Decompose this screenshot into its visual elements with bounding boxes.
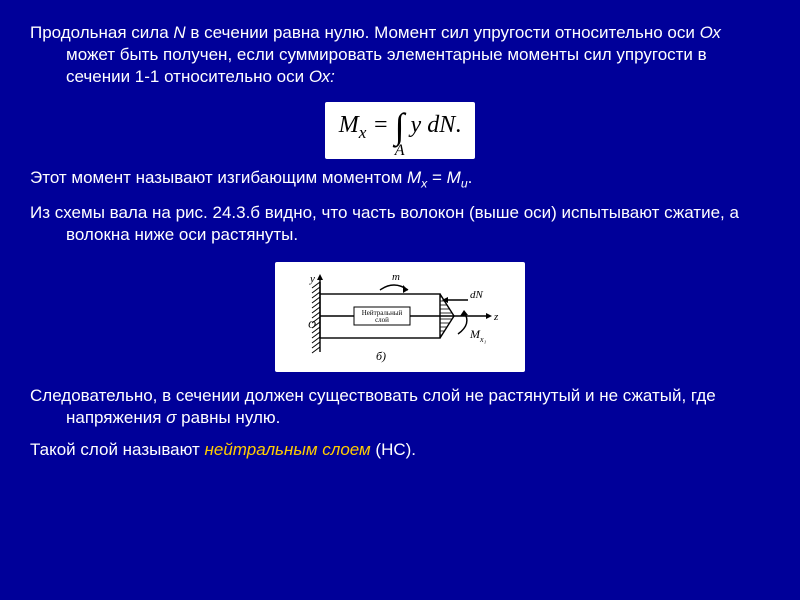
- p1-mid2: может быть получен, если суммировать эле…: [66, 45, 707, 86]
- p5-highlight: нейтральным слоем: [205, 440, 371, 459]
- paragraph-4: Следовательно, в сечении должен существо…: [30, 385, 770, 429]
- svg-text:O: O: [308, 319, 316, 331]
- p4-post: равны нулю.: [176, 408, 280, 427]
- svg-text:б): б): [376, 349, 386, 363]
- formula-box: Mx = ∫A y dN.: [325, 102, 475, 159]
- slide: Продольная сила N в сечении равна нулю. …: [0, 0, 800, 600]
- integral: ∫A: [395, 110, 405, 142]
- f-dN: dN: [427, 112, 455, 138]
- svg-text:y: y: [309, 273, 315, 285]
- diagram-container: НейтральныйслойyOzmdNMx₁б): [30, 256, 770, 385]
- svg-text:z: z: [493, 311, 499, 323]
- p1-N: N: [173, 23, 185, 42]
- p1-axis2: Ох:: [309, 67, 335, 86]
- formula-eq: Mx = ∫A y dN.: [339, 112, 461, 138]
- paragraph-2: Этот момент называют изгибающим моментом…: [30, 167, 770, 192]
- integral-symbol: ∫: [395, 110, 405, 142]
- integral-lower: A: [395, 142, 405, 160]
- p1-axis1: Ох: [700, 23, 721, 42]
- svg-text:dN: dN: [470, 289, 484, 301]
- f-y: y: [411, 112, 428, 138]
- p2-Mu-M: M: [447, 168, 461, 187]
- beam-diagram: НейтральныйслойyOzmdNMx₁б): [275, 262, 525, 372]
- paragraph-5: Такой слой называют нейтральным слоем (Н…: [30, 439, 770, 461]
- svg-text:слой: слой: [375, 316, 389, 324]
- f-eq: =: [366, 112, 394, 138]
- p2-eq: =: [427, 168, 446, 187]
- paragraph-3: Из схемы вала на рис. 24.3.б видно, что …: [30, 202, 770, 246]
- diagram-box: НейтральныйслойyOzmdNMx₁б): [275, 262, 525, 372]
- p2-Mx-M: M: [407, 168, 421, 187]
- p4-pre: Следовательно, в сечении должен существо…: [30, 386, 716, 427]
- f-M: M: [339, 112, 359, 138]
- p2-period: .: [468, 168, 473, 187]
- p1-pre: Продольная сила: [30, 23, 173, 42]
- formula-container: Mx = ∫A y dN.: [30, 98, 770, 167]
- p5-post: (НС).: [371, 440, 416, 459]
- p2-pre: Этот момент называют изгибающим моментом: [30, 168, 407, 187]
- p2-Mu-sub: и: [461, 176, 468, 190]
- paragraph-1: Продольная сила N в сечении равна нулю. …: [30, 22, 770, 88]
- svg-text:x₁: x₁: [479, 335, 487, 344]
- f-period: .: [455, 112, 461, 138]
- p4-sigma: σ: [166, 408, 176, 427]
- svg-text:m: m: [392, 271, 400, 283]
- p5-pre: Такой слой называют: [30, 440, 205, 459]
- p1-mid1: в сечении равна нулю. Момент сил упругос…: [186, 23, 700, 42]
